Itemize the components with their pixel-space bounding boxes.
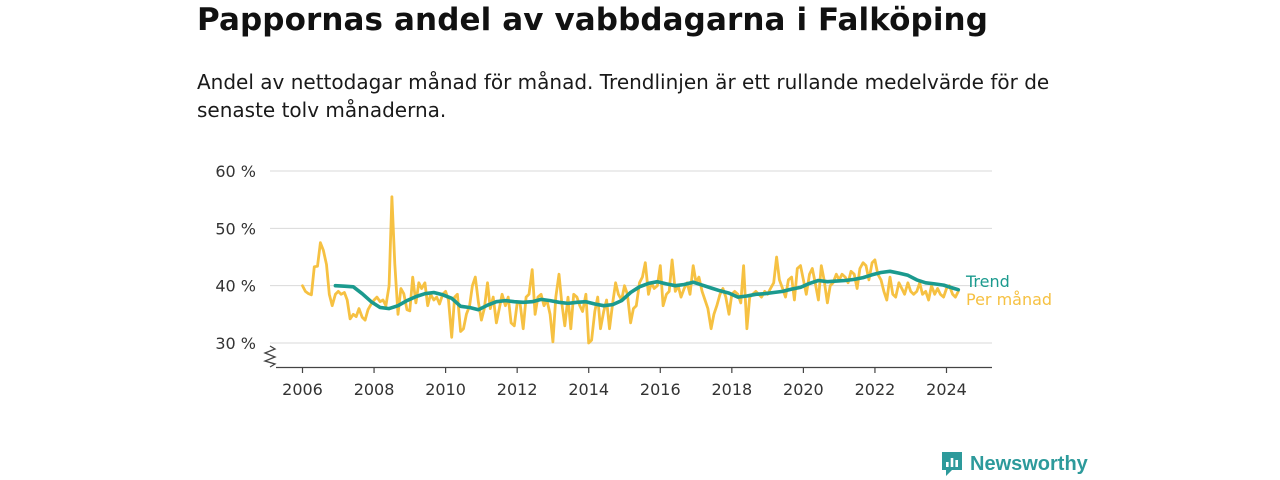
- x-tick-label: 2014: [568, 380, 609, 399]
- line-chart: 30 % 40 % 50 % 60 % 2006 2008 2010 2012 2014 201…: [215, 162, 1052, 399]
- x-tick-label: 2008: [354, 380, 395, 399]
- trend-line: [333, 269, 961, 312]
- x-tick-label: 2018: [711, 380, 752, 399]
- chart-subtitle: Andel av nettodagar månad för månad. Tre…: [197, 70, 1050, 122]
- series-label-monthly: Per månad: [966, 290, 1052, 309]
- brand-name: Newsworthy: [970, 452, 1088, 475]
- newsworthy-logo-icon: [942, 452, 962, 476]
- series-monthly: [301, 195, 960, 345]
- series-trend: [333, 269, 961, 312]
- y-tick-label: 50 %: [215, 219, 256, 238]
- x-tick-label: 2006: [282, 380, 323, 399]
- x-tick-label: 2022: [855, 380, 896, 399]
- y-tick-label: 60 %: [215, 162, 256, 181]
- x-axis: 2006 2008 2010 2012 2014 2016 2018 2020 2022 2024: [263, 345, 992, 399]
- brand-logo: Newsworthy: [940, 450, 1088, 478]
- y-tick-label: 30 %: [215, 334, 256, 353]
- y-axis-ticks: 30 % 40 % 50 % 60 %: [215, 162, 256, 353]
- chart-title: Pappornas andel av vabbdagarna i Falköpi…: [197, 2, 989, 38]
- axis-break-icon: [263, 345, 277, 368]
- y-tick-label: 40 %: [215, 277, 256, 296]
- x-tick-label: 2012: [497, 380, 538, 399]
- monthly-line: [301, 195, 960, 345]
- x-tick-label: 2010: [425, 380, 466, 399]
- x-tick-label: 2020: [783, 380, 824, 399]
- series-label-trend: Trend: [965, 272, 1010, 291]
- x-tick-label: 2016: [640, 380, 681, 399]
- x-tick-label: 2024: [926, 380, 967, 399]
